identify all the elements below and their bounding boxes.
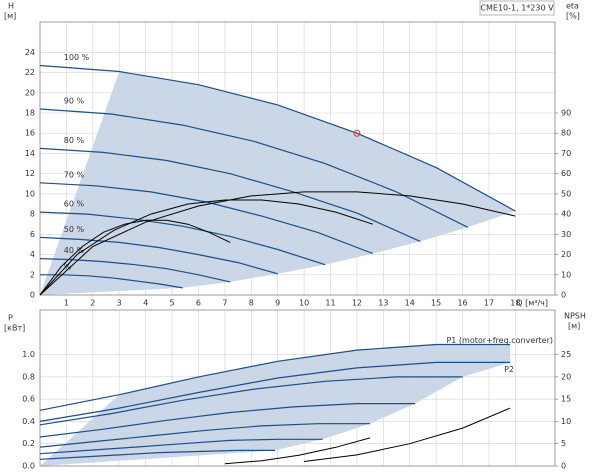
curve: [39, 211, 326, 266]
secondary-curve: [39, 191, 516, 296]
y2-tick-label: 5: [561, 439, 566, 448]
y-label: P: [8, 314, 13, 323]
x-tick-label: 9: [275, 299, 280, 308]
x-tick-label: 17: [484, 299, 494, 308]
x-tick-label: 12: [352, 299, 362, 308]
y2-tick-label: 60: [561, 169, 571, 178]
curve: [39, 258, 231, 283]
x-tick-label: 5: [170, 299, 175, 308]
x-tick-label: 10: [299, 299, 309, 308]
secondary-curve: [304, 407, 511, 462]
duty-point: [353, 129, 361, 137]
y2-tick-label: 40: [561, 210, 571, 219]
curve: [39, 361, 511, 422]
y2-unit: [%]: [566, 12, 580, 21]
curve: [39, 147, 421, 242]
y2-tick-label: 25: [561, 350, 571, 359]
title-box: [479, 0, 555, 16]
y2-tick-label: 50: [561, 189, 571, 198]
plot-frame: [39, 21, 556, 296]
curve: [39, 64, 516, 212]
x-label: Q [м³/ч]: [516, 299, 548, 308]
secondary-curve: [39, 199, 373, 296]
y-tick-label: 16: [25, 129, 35, 138]
y-tick-label: 8: [30, 210, 35, 219]
y-tick-label: 14: [25, 149, 35, 158]
plot-frame: [39, 309, 556, 467]
curve-label: 70 %: [64, 170, 85, 179]
y2-unit: [м]: [568, 322, 580, 331]
curve: [39, 376, 463, 426]
x-tick-label: 7: [222, 299, 227, 308]
y-unit: [м]: [4, 12, 16, 21]
curve-label: P1 (motor+freq.converter): [446, 336, 553, 345]
y2-tick-label: 70: [561, 149, 571, 158]
y-tick-label: 20: [25, 88, 35, 97]
y-tick-label: 0.2: [22, 439, 35, 448]
y-label: H: [8, 2, 14, 11]
y-tick-label: 0.8: [22, 372, 35, 381]
curve-label: P2: [504, 365, 514, 374]
curve: [39, 423, 371, 448]
y-tick-label: 2: [30, 270, 35, 279]
y-tick-label: 1.0: [22, 350, 35, 359]
y2-tick-label: 10: [561, 270, 571, 279]
x-tick-label: 14: [405, 299, 415, 308]
curve-label: 40 %: [64, 246, 85, 255]
y2-tick-label: 20: [561, 372, 571, 381]
y2-tick-label: 90: [561, 109, 571, 118]
curve: [39, 343, 511, 411]
curve: [39, 403, 415, 438]
x-tick-label: 11: [325, 299, 335, 308]
y-tick-label: 0: [30, 291, 35, 300]
x-tick-label: 16: [457, 299, 467, 308]
x-tick-label: 13: [378, 299, 388, 308]
curve-label: 100 %: [64, 53, 90, 62]
curve: [40, 274, 183, 289]
x-tick-label: 6: [196, 299, 201, 308]
curve: [39, 438, 323, 455]
y-tick-label: 10: [25, 189, 35, 198]
y2-tick-label: 30: [561, 230, 571, 239]
y2-tick-label: 0: [561, 462, 566, 471]
curve: [39, 108, 469, 228]
y-tick-label: 24: [25, 48, 35, 57]
curve-label: 50 %: [64, 225, 85, 234]
chart-title: CME10-1, 1*230 V: [480, 4, 554, 13]
y2-tick-label: 15: [561, 395, 571, 404]
y2-label: NPSH: [564, 312, 586, 321]
y-unit: [кВт]: [4, 324, 25, 333]
x-tick-label: 15: [431, 299, 441, 308]
y-tick-label: 12: [25, 169, 35, 178]
y2-tick-label: 20: [561, 250, 571, 259]
y-tick-label: 22: [25, 68, 35, 77]
y2-tick-label: 0: [561, 291, 566, 300]
x-tick-label: 4: [143, 299, 148, 308]
y2-tick-label: 80: [561, 129, 571, 138]
y-tick-label: 0.4: [22, 417, 35, 426]
x-tick-label: 1: [64, 299, 69, 308]
x-tick-label: 18: [510, 299, 520, 308]
y2-label: eta: [566, 2, 579, 11]
curve-label: 90 %: [64, 96, 85, 105]
curve: [39, 236, 278, 275]
secondary-curve: [224, 437, 371, 465]
curve-label: %: [64, 262, 72, 271]
x-tick-label: 2: [90, 299, 95, 308]
x-tick-label: 8: [249, 299, 254, 308]
curve: [39, 449, 276, 460]
x-tick-label: 3: [117, 299, 122, 308]
y-tick-label: 0.6: [22, 395, 35, 404]
y-tick-label: 4: [30, 250, 35, 259]
y-tick-label: 6: [30, 230, 35, 239]
y2-tick-label: 10: [561, 417, 571, 426]
y-tick-label: 0.0: [22, 462, 35, 471]
y-tick-label: 18: [25, 109, 35, 118]
curve-label: 60 %: [64, 200, 85, 209]
curve-label: 80 %: [64, 136, 85, 145]
secondary-curve: [39, 219, 231, 296]
